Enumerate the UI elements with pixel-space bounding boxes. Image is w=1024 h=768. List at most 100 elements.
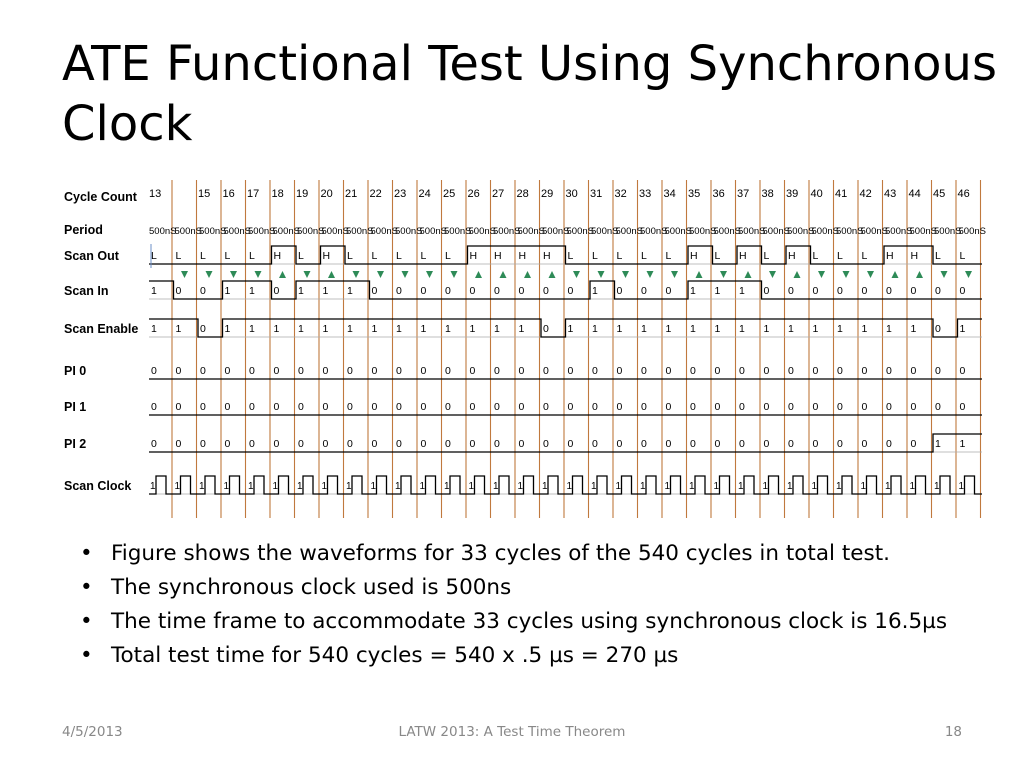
cycle-number: 37 bbox=[737, 188, 749, 200]
signal-value: 0 bbox=[960, 365, 966, 377]
period-value: 500nS bbox=[616, 226, 643, 237]
signal-value: 0 bbox=[666, 438, 672, 450]
clock-value: 1 bbox=[175, 481, 181, 492]
cycle-number: 43 bbox=[884, 188, 896, 200]
strobe-high-marker bbox=[793, 271, 801, 278]
cycle-number: 42 bbox=[860, 188, 872, 200]
signal-value: 0 bbox=[568, 438, 574, 450]
strobe-low-marker bbox=[597, 271, 605, 278]
clock-value: 1 bbox=[444, 481, 450, 492]
strobe-low-marker bbox=[646, 271, 654, 278]
signal-value: 1 bbox=[715, 323, 721, 335]
signal-value: 0 bbox=[788, 285, 794, 297]
signal-value: 0 bbox=[837, 438, 843, 450]
signal-value: L bbox=[200, 250, 206, 262]
cycle-number: 44 bbox=[909, 188, 921, 200]
signal-value: H bbox=[470, 250, 478, 262]
strobe-low-marker bbox=[352, 271, 360, 278]
signal-value: 1 bbox=[935, 438, 941, 450]
signal-value: 0 bbox=[421, 285, 427, 297]
clock-value: 1 bbox=[469, 481, 475, 492]
signal-value: 0 bbox=[249, 401, 255, 413]
signal-value: 0 bbox=[568, 401, 574, 413]
signal-value: 1 bbox=[960, 323, 966, 335]
cycle-number: 40 bbox=[811, 188, 823, 200]
signal-value: 0 bbox=[200, 365, 206, 377]
signal-labels: Scan Out Scan In Scan Enable PI 0 PI 1 PI 2 Sc… bbox=[64, 249, 138, 493]
signal-value: 1 bbox=[347, 323, 353, 335]
signal-value: L bbox=[813, 250, 819, 262]
signal-value: 0 bbox=[935, 401, 941, 413]
signal-label: Scan Out bbox=[64, 249, 120, 263]
bullet-item: The synchronous clock used is 500ns bbox=[80, 571, 960, 605]
signal-value: 0 bbox=[788, 401, 794, 413]
clock-value: 1 bbox=[714, 481, 720, 492]
signal-value: 0 bbox=[519, 365, 525, 377]
cycle-number: 30 bbox=[566, 188, 578, 200]
signal-value: 1 bbox=[862, 323, 868, 335]
strobe-low-marker bbox=[377, 271, 384, 278]
strobe-high-marker bbox=[548, 271, 556, 278]
signal-value: 0 bbox=[470, 438, 476, 450]
period-value: 500nS bbox=[371, 226, 398, 237]
signal-value: L bbox=[225, 250, 231, 262]
signal-value: 0 bbox=[617, 365, 623, 377]
period-value: 500nS bbox=[224, 226, 251, 237]
signal-value: 0 bbox=[372, 401, 378, 413]
signal-value: 0 bbox=[837, 365, 843, 377]
clock-value: 1 bbox=[273, 481, 279, 492]
period-value: 500nS bbox=[469, 226, 496, 237]
signal-value: 0 bbox=[690, 438, 696, 450]
signal-value: 1 bbox=[396, 323, 402, 335]
signal-value: L bbox=[715, 250, 721, 262]
period-value: 500nS bbox=[297, 226, 324, 237]
signal-value: 1 bbox=[592, 323, 598, 335]
signal-value: 0 bbox=[347, 438, 353, 450]
cycle-number: 34 bbox=[664, 188, 676, 200]
period-value: 500nS bbox=[322, 226, 349, 237]
strobe-high-marker bbox=[475, 271, 482, 278]
signal-value: 0 bbox=[372, 285, 378, 297]
signal-value: 0 bbox=[911, 438, 917, 450]
signal-value: 0 bbox=[249, 438, 255, 450]
period-value: 500nS bbox=[395, 226, 422, 237]
clock-value: 1 bbox=[371, 481, 377, 492]
signal-value: 0 bbox=[886, 285, 892, 297]
signal-value: 0 bbox=[543, 285, 549, 297]
bullet-item: Figure shows the waveforms for 33 cycles… bbox=[80, 537, 960, 571]
data-waveform bbox=[149, 280, 982, 300]
signal-value: 1 bbox=[249, 285, 255, 297]
cycle-number: 31 bbox=[590, 188, 602, 200]
signal-value: 0 bbox=[200, 285, 206, 297]
signal-value: L bbox=[641, 250, 647, 262]
period-value: 500nS bbox=[934, 226, 961, 237]
strobe-high-marker bbox=[891, 271, 899, 278]
clock-value: 1 bbox=[689, 481, 695, 492]
signal-value: 1 bbox=[225, 285, 231, 297]
signal-value: 0 bbox=[176, 438, 182, 450]
period-value: 500nS bbox=[910, 226, 937, 237]
strobe-high-marker bbox=[328, 271, 335, 278]
period-value: 500nS bbox=[420, 226, 447, 237]
signal-label: PI 1 bbox=[64, 400, 86, 414]
page-number: 18 bbox=[944, 724, 962, 740]
signal-value: 0 bbox=[935, 285, 941, 297]
signal-value: 0 bbox=[862, 285, 868, 297]
strobe-low-marker bbox=[720, 271, 727, 278]
signal-value: 1 bbox=[739, 323, 745, 335]
signal-value: 0 bbox=[543, 365, 549, 377]
signal-value: 0 bbox=[592, 401, 598, 413]
signal-value: L bbox=[960, 250, 966, 262]
cycle-number: 28 bbox=[517, 188, 529, 200]
signal-value: 1 bbox=[249, 323, 255, 335]
signal-value: 0 bbox=[176, 365, 182, 377]
signal-waveforms: L L L L L H L H L L L L L H H H H L L L L L H L H L H L L L H H L L 1 0 0 1 1 0… bbox=[149, 244, 982, 495]
signal-value: 1 bbox=[568, 323, 574, 335]
cycle-number: 29 bbox=[541, 188, 553, 200]
signal-value: 1 bbox=[788, 323, 794, 335]
strobe-low-marker bbox=[671, 271, 678, 278]
signal-value: L bbox=[421, 250, 427, 262]
signal-label: Scan Enable bbox=[64, 322, 138, 336]
strobe-low-marker bbox=[401, 271, 409, 278]
signal-value: 0 bbox=[641, 285, 647, 297]
